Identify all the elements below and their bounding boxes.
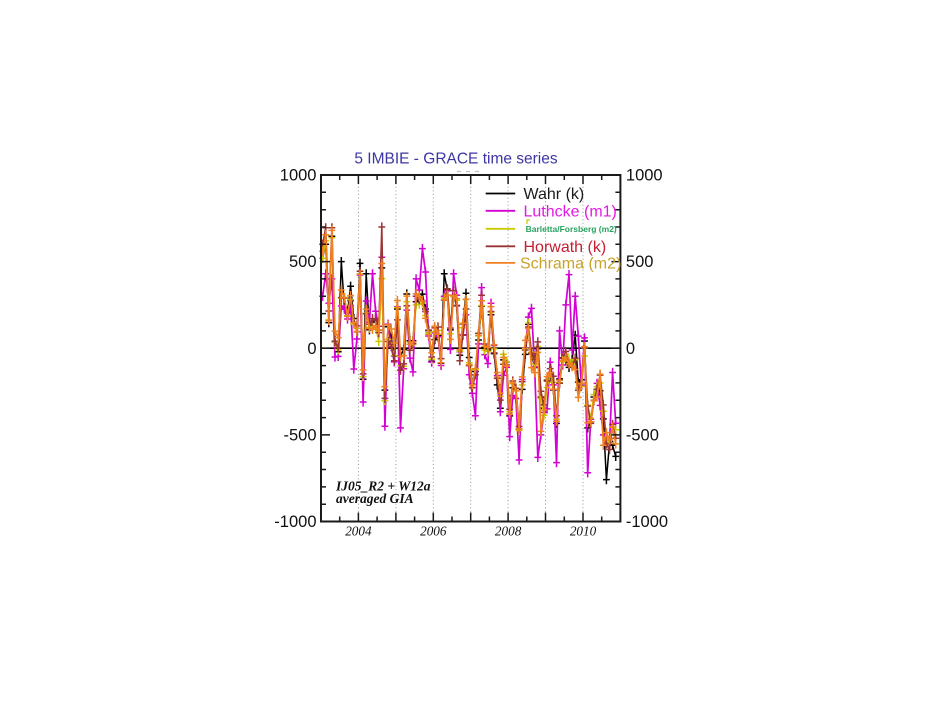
svg-text:IJ05_R2 + W12a: IJ05_R2 + W12a [335, 479, 431, 494]
svg-text:0: 0 [626, 340, 635, 358]
svg-text:-500: -500 [626, 426, 659, 444]
svg-text:2004: 2004 [345, 524, 372, 539]
svg-text:5 IMBIE - GRACE time series: 5 IMBIE - GRACE time series [354, 151, 558, 168]
svg-text:Horwath (k): Horwath (k) [524, 239, 607, 256]
svg-text:Barletta/Forsberg (m2): Barletta/Forsberg (m2) [526, 224, 617, 234]
svg-text:2008: 2008 [495, 524, 522, 539]
svg-text:2006: 2006 [420, 524, 447, 539]
svg-text:Schrama (m2): Schrama (m2) [520, 256, 621, 273]
svg-text:1000: 1000 [280, 167, 317, 185]
svg-text:Luthcke (m1): Luthcke (m1) [524, 203, 617, 220]
svg-text:1000: 1000 [626, 167, 663, 185]
svg-text:500: 500 [289, 253, 317, 271]
svg-text:Wahr (k): Wahr (k) [524, 186, 585, 203]
svg-text:500: 500 [626, 253, 654, 271]
svg-text:-1000: -1000 [274, 513, 316, 531]
svg-text:-500: -500 [283, 426, 316, 444]
svg-text:2010: 2010 [570, 524, 597, 539]
svg-text:averaged GIA: averaged GIA [336, 491, 414, 506]
svg-text:0: 0 [307, 340, 316, 358]
svg-text:-1000: -1000 [626, 513, 668, 531]
